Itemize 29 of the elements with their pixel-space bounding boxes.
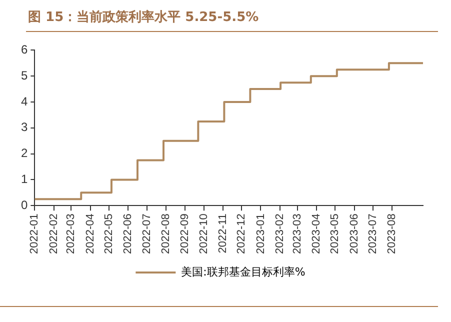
- x-tick-label: 2022-05: [103, 214, 116, 254]
- x-tick-label: 2023-07: [366, 214, 379, 254]
- x-tick-label: 2022-01: [28, 214, 41, 254]
- x-tick-label: 2022-08: [160, 214, 172, 254]
- y-tick-label: 6: [20, 42, 28, 57]
- y-tick-label: 2: [20, 146, 28, 160]
- x-tick-label: 2023-02: [274, 214, 286, 254]
- y-tick-label: 4: [20, 94, 28, 108]
- y-tick-label: 5: [20, 68, 28, 82]
- x-tick-label: 2022-11: [216, 214, 229, 254]
- x-tick-label: 2023-03: [291, 214, 304, 254]
- x-tick-label: 2023-04: [310, 214, 323, 254]
- x-tick-label: 2022-09: [179, 214, 192, 254]
- x-tick-label: 2022-04: [84, 214, 96, 254]
- x-tick-label: 2023-01: [254, 214, 267, 254]
- legend-label: 美国:联邦基金目标利率%: [181, 265, 306, 278]
- x-tick-label: 2023-08: [386, 214, 398, 254]
- x-tick-label: 2022-07: [140, 214, 153, 254]
- x-tick-label: 2023-06: [348, 214, 360, 254]
- x-tick-label: 2022-10: [198, 214, 210, 254]
- x-tick-label: 2022-06: [122, 214, 134, 254]
- chart-title: 图 15：当前政策利率水平 5.25-5.5%: [28, 8, 259, 26]
- y-tick-label: 1: [20, 172, 28, 186]
- y-tick-label: 0: [20, 198, 28, 212]
- y-tick-label: 3: [20, 120, 28, 134]
- x-tick-label: 2022-12: [236, 214, 248, 254]
- x-tick-label: 2022-02: [48, 214, 60, 254]
- x-tick-label: 2023-05: [329, 214, 342, 254]
- x-tick-label: 2022-03: [65, 214, 78, 254]
